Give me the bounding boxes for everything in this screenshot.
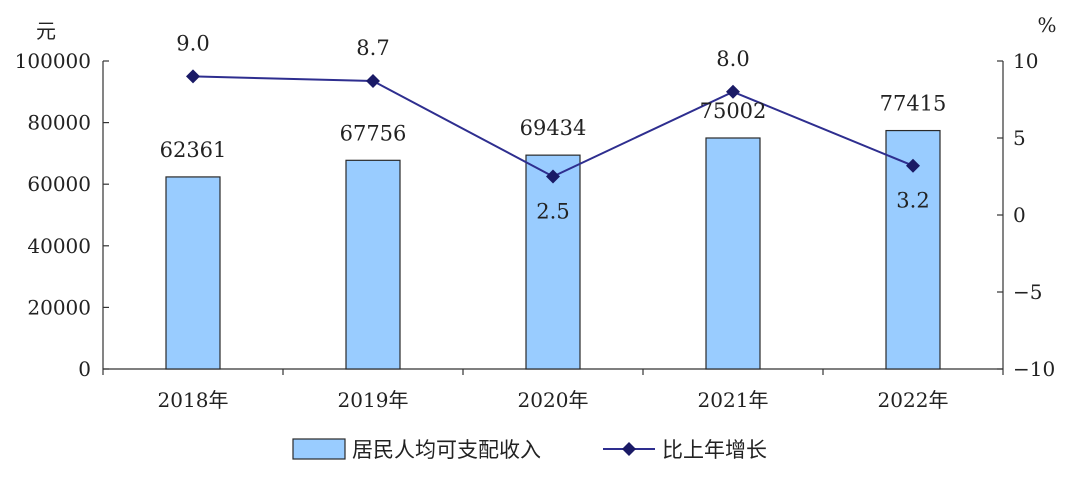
bar-value-label: 67756 xyxy=(340,121,407,145)
bars-layer xyxy=(165,129,941,370)
legend-bar-swatch xyxy=(292,438,346,460)
growth-value-label: 9.0 xyxy=(176,31,209,55)
growth-point-marker xyxy=(906,158,920,173)
left-axis-unit: 元 xyxy=(36,19,56,43)
right-axis-unit: % xyxy=(1037,13,1056,37)
income-bar xyxy=(345,159,401,370)
left-tick-label: 100000 xyxy=(15,49,91,73)
right-tick-label: 5 xyxy=(1013,126,1026,150)
left-tick-label: 60000 xyxy=(27,172,91,196)
growth-point-marker xyxy=(186,69,200,84)
bar-value-label: 75002 xyxy=(700,99,767,123)
bar-value-label: 69434 xyxy=(520,116,587,140)
growth-value-label: 3.2 xyxy=(896,189,929,213)
legend-line-label: 比上年增长 xyxy=(662,438,767,462)
x-category-label: 2020年 xyxy=(518,388,589,412)
x-category-label: 2022年 xyxy=(878,388,949,412)
left-tick-label: 40000 xyxy=(27,234,91,258)
growth-value-label: 8.7 xyxy=(356,36,389,60)
income-bar xyxy=(165,176,221,370)
bar-value-label: 77415 xyxy=(880,92,947,116)
legend-line-marker xyxy=(622,442,636,456)
bar-value-label: 62361 xyxy=(160,138,227,162)
right-tick-label: −10 xyxy=(1013,357,1055,381)
line-layer xyxy=(186,69,920,184)
right-tick-label: −5 xyxy=(1013,280,1042,304)
left-tick-label: 0 xyxy=(78,357,91,381)
growth-value-label: 2.5 xyxy=(536,200,569,224)
axes-layer: 0 20000 40000 60000 80000 100000 元 −10 −5 0 5 10% 20… xyxy=(15,13,1057,412)
income-bar xyxy=(525,154,581,370)
growth-point-marker xyxy=(546,169,560,184)
left-tick-label: 80000 xyxy=(27,111,91,135)
right-tick-label: 10 xyxy=(1013,49,1038,73)
legend-bar-label: 居民人均可支配收入 xyxy=(352,438,541,462)
legend-layer: 居民人均可支配收入 比上年增长 xyxy=(292,438,767,462)
x-category-label: 2018年 xyxy=(158,388,229,412)
growth-value-label: 8.0 xyxy=(716,47,749,71)
labels-layer: 62361 67756 69434 75002 77415 9.0 8.7 2.5 8.0 3.2 xyxy=(160,31,947,223)
left-tick-label: 20000 xyxy=(27,295,91,319)
growth-point-marker xyxy=(366,74,380,89)
right-tick-label: 0 xyxy=(1013,203,1026,227)
income-bar xyxy=(705,137,761,370)
x-category-label: 2019年 xyxy=(338,388,409,412)
growth-point-marker xyxy=(726,84,740,99)
x-category-label: 2021年 xyxy=(698,388,769,412)
